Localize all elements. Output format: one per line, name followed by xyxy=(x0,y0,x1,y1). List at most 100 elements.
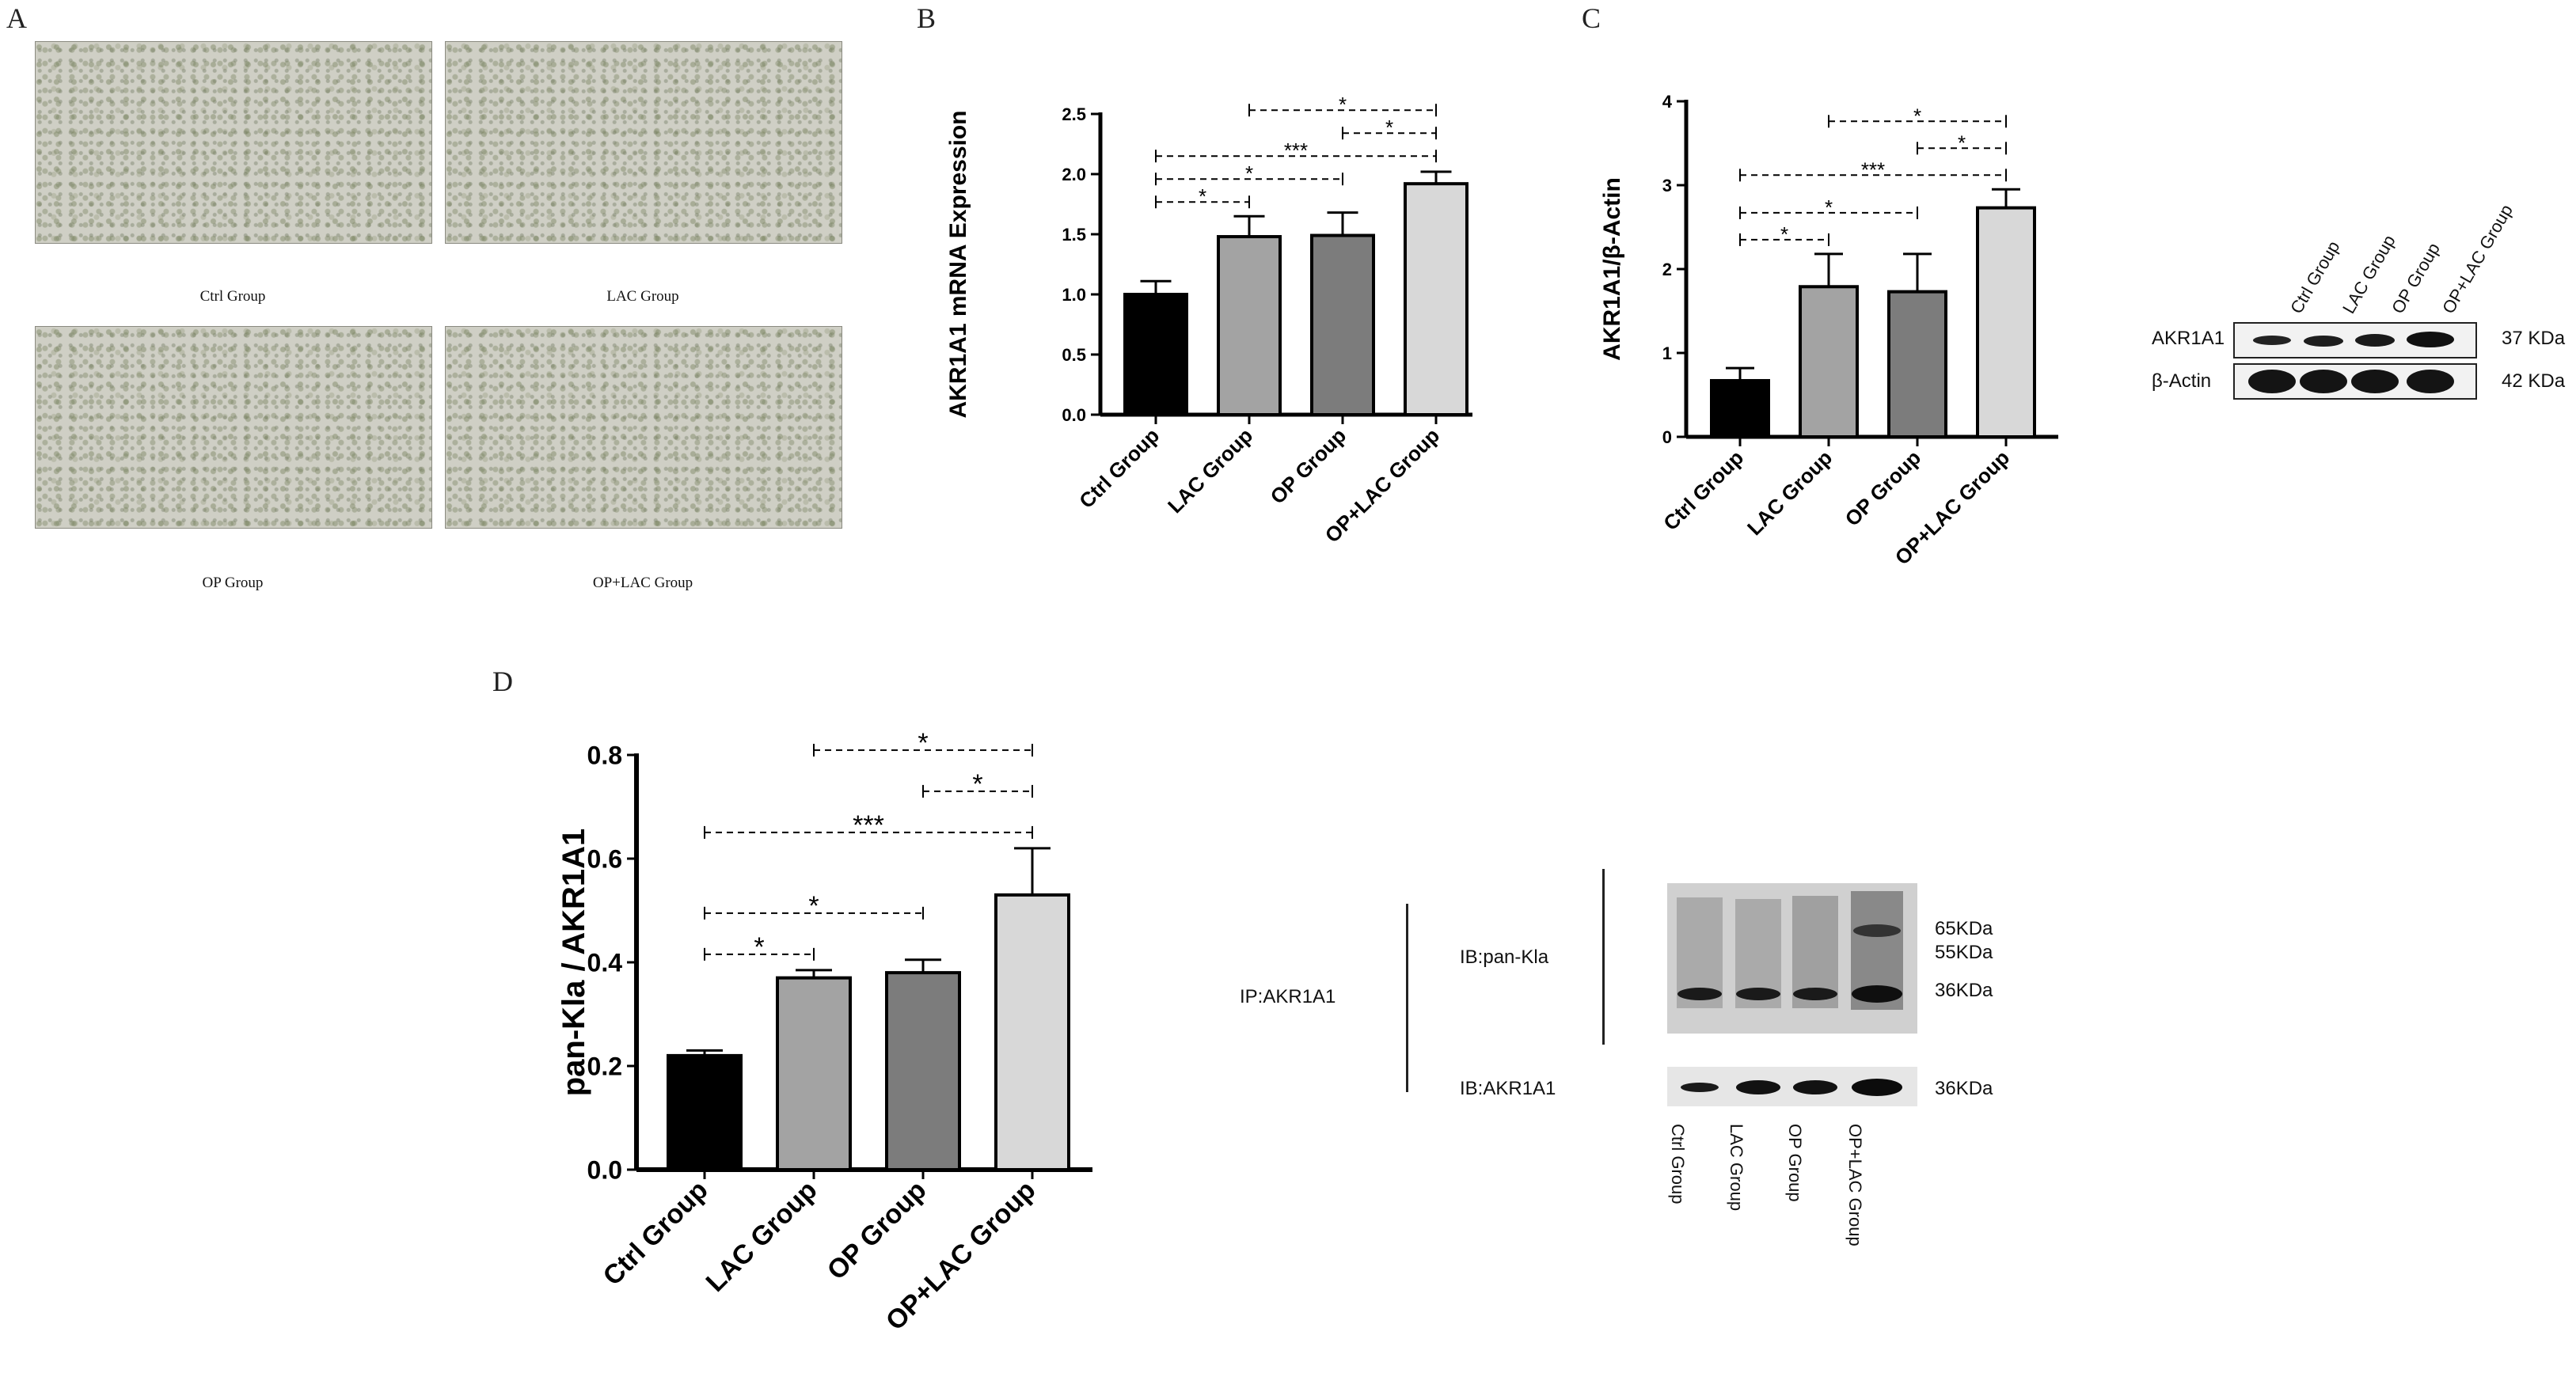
chart-b-bar xyxy=(1310,233,1375,416)
micrograph-op xyxy=(35,326,432,529)
chart-d-y-tick-label: 0.4 xyxy=(587,949,623,977)
western-c-band-akr1a1-1 xyxy=(2304,336,2343,347)
western-d-size-36: 36KDa xyxy=(1935,980,1993,1001)
chart-d-x-tick-label: OP Group xyxy=(822,1175,933,1286)
western-c-lane-0: Ctrl Group xyxy=(2286,237,2344,317)
chart-c-bar xyxy=(1799,285,1859,439)
chart-b-y-tick-label: 2.5 xyxy=(1062,104,1086,124)
chart-b-sig-label: *** xyxy=(1284,138,1308,162)
chart-c-y-tick-label: 0 xyxy=(1662,427,1672,447)
chart-d-sig-label: * xyxy=(918,728,928,758)
chart-d-y-tick-label: 0.8 xyxy=(587,742,622,770)
panel-letter-c: C xyxy=(1582,2,1601,34)
western-c-band-actin-3 xyxy=(2407,370,2454,393)
chart-c-x-tick-label: Ctrl Group xyxy=(1658,446,1748,535)
western-d-ip-bracket xyxy=(1406,904,1408,1092)
chart-d-x-tick-label: Ctrl Group xyxy=(598,1175,714,1292)
chart-d-y-tick-label: 0.6 xyxy=(587,845,622,874)
chart-c-bar xyxy=(1887,290,1947,438)
micrograph-caption-op: OP Group xyxy=(202,575,264,591)
chart-b-sig-label: * xyxy=(1385,116,1393,139)
chart-c-y-tick-label: 1 xyxy=(1662,343,1672,363)
western-c-row-label-akr1a1: AKR1A1 xyxy=(2152,328,2225,349)
chart-c-sig-label: * xyxy=(1958,131,1966,154)
micrograph-caption-ctrl: Ctrl Group xyxy=(199,288,266,305)
western-d-band-36-lane-2 xyxy=(1793,988,1837,1000)
chart-d-bar xyxy=(776,976,852,1171)
chart-d-sig-label: *** xyxy=(853,810,884,840)
western-d-size-55: 55KDa xyxy=(1935,942,1993,963)
micrograph-caption-op-lac: OP+LAC Group xyxy=(592,575,693,591)
chart-c-sig-label: *** xyxy=(1861,157,1885,181)
panel-letter-a: A xyxy=(6,2,27,34)
western-d-band-akr1a1-lane-2 xyxy=(1793,1080,1837,1094)
chart-b-x-tick-label: OP Group xyxy=(1266,423,1351,509)
western-d-band-akr1a1-lane-3 xyxy=(1852,1079,1902,1096)
chart-b-y-tick-label: 0.5 xyxy=(1062,345,1086,365)
chart-b: 0.0 0.5 1.0 1.5 2.0 2.5 AKR1A1 mRNA Expression… xyxy=(945,93,1472,548)
chart-d-y-label: pan-Kla / AKR1A1 xyxy=(557,829,591,1097)
western-d-ib-bottom-label: IB:AKR1A1 xyxy=(1460,1078,1556,1099)
chart-b-bar xyxy=(1123,293,1188,416)
chart-d-sig-label: * xyxy=(972,769,982,799)
chart-d: 0.0 0.2 0.4 0.6 0.8 pan-Kla / AKR1A1 Ctrl Grou… xyxy=(557,728,1092,1337)
western-d-lane-0: Ctrl Group xyxy=(1668,1124,1688,1204)
chart-b-sig-label: * xyxy=(1339,93,1347,116)
chart-d-sig-label: * xyxy=(808,891,819,921)
chart-c-y-tick-label: 3 xyxy=(1662,176,1672,195)
chart-c-y-tick-label: 4 xyxy=(1662,92,1673,112)
chart-d-sig-label: * xyxy=(754,932,764,962)
chart-b-y-tick-label: 1.5 xyxy=(1062,225,1086,245)
western-d-ib-top-label: IB:pan-Kla xyxy=(1460,946,1549,968)
chart-d-x-tick-label: LAC Group xyxy=(701,1175,823,1298)
western-c-band-actin-2 xyxy=(2351,370,2399,393)
western-c-row-label-actin: β-Actin xyxy=(2152,370,2212,392)
western-d-lane-2: OP Group xyxy=(1785,1124,1805,1202)
chart-c-bar xyxy=(1976,206,2036,438)
chart-c-sig-label: * xyxy=(1825,195,1833,219)
chart-b-y-tick-label: 0.0 xyxy=(1062,405,1086,425)
western-c-lane-2: OP Group xyxy=(2388,239,2444,317)
western-d-band-36-lane-3 xyxy=(1852,985,1902,1003)
micrograph-op-lac xyxy=(445,326,842,529)
western-d-band-36-lane-1 xyxy=(1736,988,1780,1000)
chart-b-x-tick-label: LAC Group xyxy=(1163,423,1257,518)
chart-c-sig-label: * xyxy=(1780,222,1788,246)
western-c-band-akr1a1-0 xyxy=(2253,336,2291,345)
chart-b-y-tick-label: 1.0 xyxy=(1062,285,1086,305)
micrograph-ctrl xyxy=(35,41,432,244)
chart-b-sig-label: * xyxy=(1199,184,1206,208)
western-d-ip-label: IP:AKR1A1 xyxy=(1240,986,1336,1007)
chart-c-bar xyxy=(1710,378,1770,439)
western-d-band-65-lane-3 xyxy=(1853,924,1901,937)
western-d-blot xyxy=(1667,883,1917,1106)
chart-b-bar xyxy=(1217,235,1282,416)
western-d-band-36-lane-0 xyxy=(1677,988,1722,1000)
chart-c-y-label: AKR1A1/β-Actin xyxy=(1599,177,1625,361)
chart-d-y-tick-label: 0.2 xyxy=(587,1053,622,1081)
western-c-blot xyxy=(2233,322,2477,400)
panel-letter-b: B xyxy=(917,2,937,34)
western-c-band-actin-0 xyxy=(2248,370,2296,393)
chart-b-y-tick-label: 2.0 xyxy=(1062,165,1086,184)
chart-c-sig-label: * xyxy=(1913,104,1921,127)
western-c-size-akr1a1: 37 KDa xyxy=(2502,328,2566,349)
chart-c-x-tick-label: OP Group xyxy=(1841,446,1926,531)
micrograph-caption-lac: LAC Group xyxy=(606,288,679,305)
chart-b-sig-label: * xyxy=(1245,161,1253,185)
chart-d-y-tick-label: 0.0 xyxy=(587,1156,622,1185)
western-d-ib-bracket xyxy=(1602,869,1605,1045)
chart-d-bar xyxy=(885,971,961,1171)
western-d-size-65: 65KDa xyxy=(1935,918,1993,939)
western-c-lane-3: OP+LAC Group xyxy=(2438,201,2517,317)
chart-c-y-tick-label: 2 xyxy=(1662,260,1672,279)
micrograph-lac xyxy=(445,41,842,244)
western-d-band-akr1a1-lane-0 xyxy=(1681,1083,1719,1092)
western-c-band-akr1a1-3 xyxy=(2407,332,2454,347)
western-d-lane-3: OP+LAC Group xyxy=(1845,1124,1865,1246)
western-c-band-actin-1 xyxy=(2300,370,2347,393)
chart-d-bar xyxy=(994,893,1070,1171)
panel-letter-d: D xyxy=(492,666,513,697)
chart-b-x-tick-label: Ctrl Group xyxy=(1074,423,1164,513)
